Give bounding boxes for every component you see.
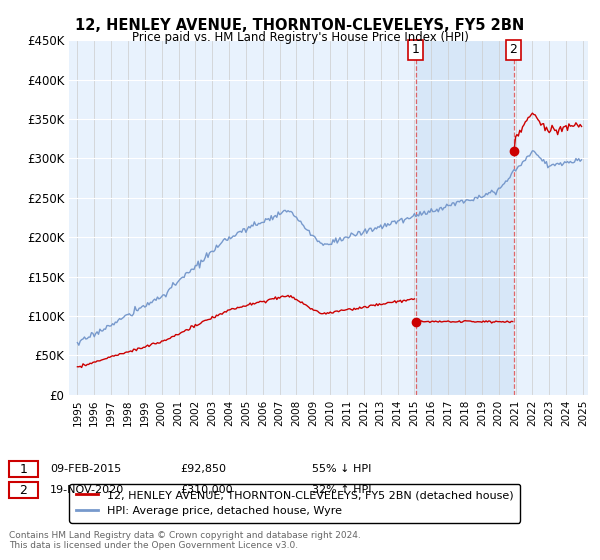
- Text: £92,850: £92,850: [180, 464, 226, 474]
- Text: 2: 2: [19, 483, 28, 497]
- Text: Price paid vs. HM Land Registry's House Price Index (HPI): Price paid vs. HM Land Registry's House …: [131, 31, 469, 44]
- Text: 09-FEB-2015: 09-FEB-2015: [50, 464, 121, 474]
- Text: 1: 1: [412, 43, 420, 56]
- Text: 32% ↑ HPI: 32% ↑ HPI: [312, 485, 371, 495]
- Text: 2: 2: [509, 43, 517, 56]
- Text: 1: 1: [19, 463, 28, 476]
- Text: £310,000: £310,000: [180, 485, 233, 495]
- Text: 12, HENLEY AVENUE, THORNTON-CLEVELEYS, FY5 2BN: 12, HENLEY AVENUE, THORNTON-CLEVELEYS, F…: [76, 18, 524, 33]
- Text: 19-NOV-2020: 19-NOV-2020: [50, 485, 124, 495]
- Bar: [416, 40, 514, 395]
- Text: 55% ↓ HPI: 55% ↓ HPI: [312, 464, 371, 474]
- Text: Contains HM Land Registry data © Crown copyright and database right 2024.
This d: Contains HM Land Registry data © Crown c…: [9, 530, 361, 550]
- Legend: 12, HENLEY AVENUE, THORNTON-CLEVELEYS, FY5 2BN (detached house), HPI: Average pr: 12, HENLEY AVENUE, THORNTON-CLEVELEYS, F…: [70, 484, 520, 522]
